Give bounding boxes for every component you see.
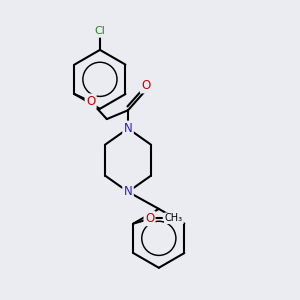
Text: O: O [86,95,95,108]
Text: O: O [141,79,150,92]
Text: N: N [124,185,132,198]
Text: N: N [124,122,132,135]
Text: CH₃: CH₃ [165,213,183,223]
Text: Cl: Cl [94,26,105,36]
Text: O: O [145,212,154,225]
